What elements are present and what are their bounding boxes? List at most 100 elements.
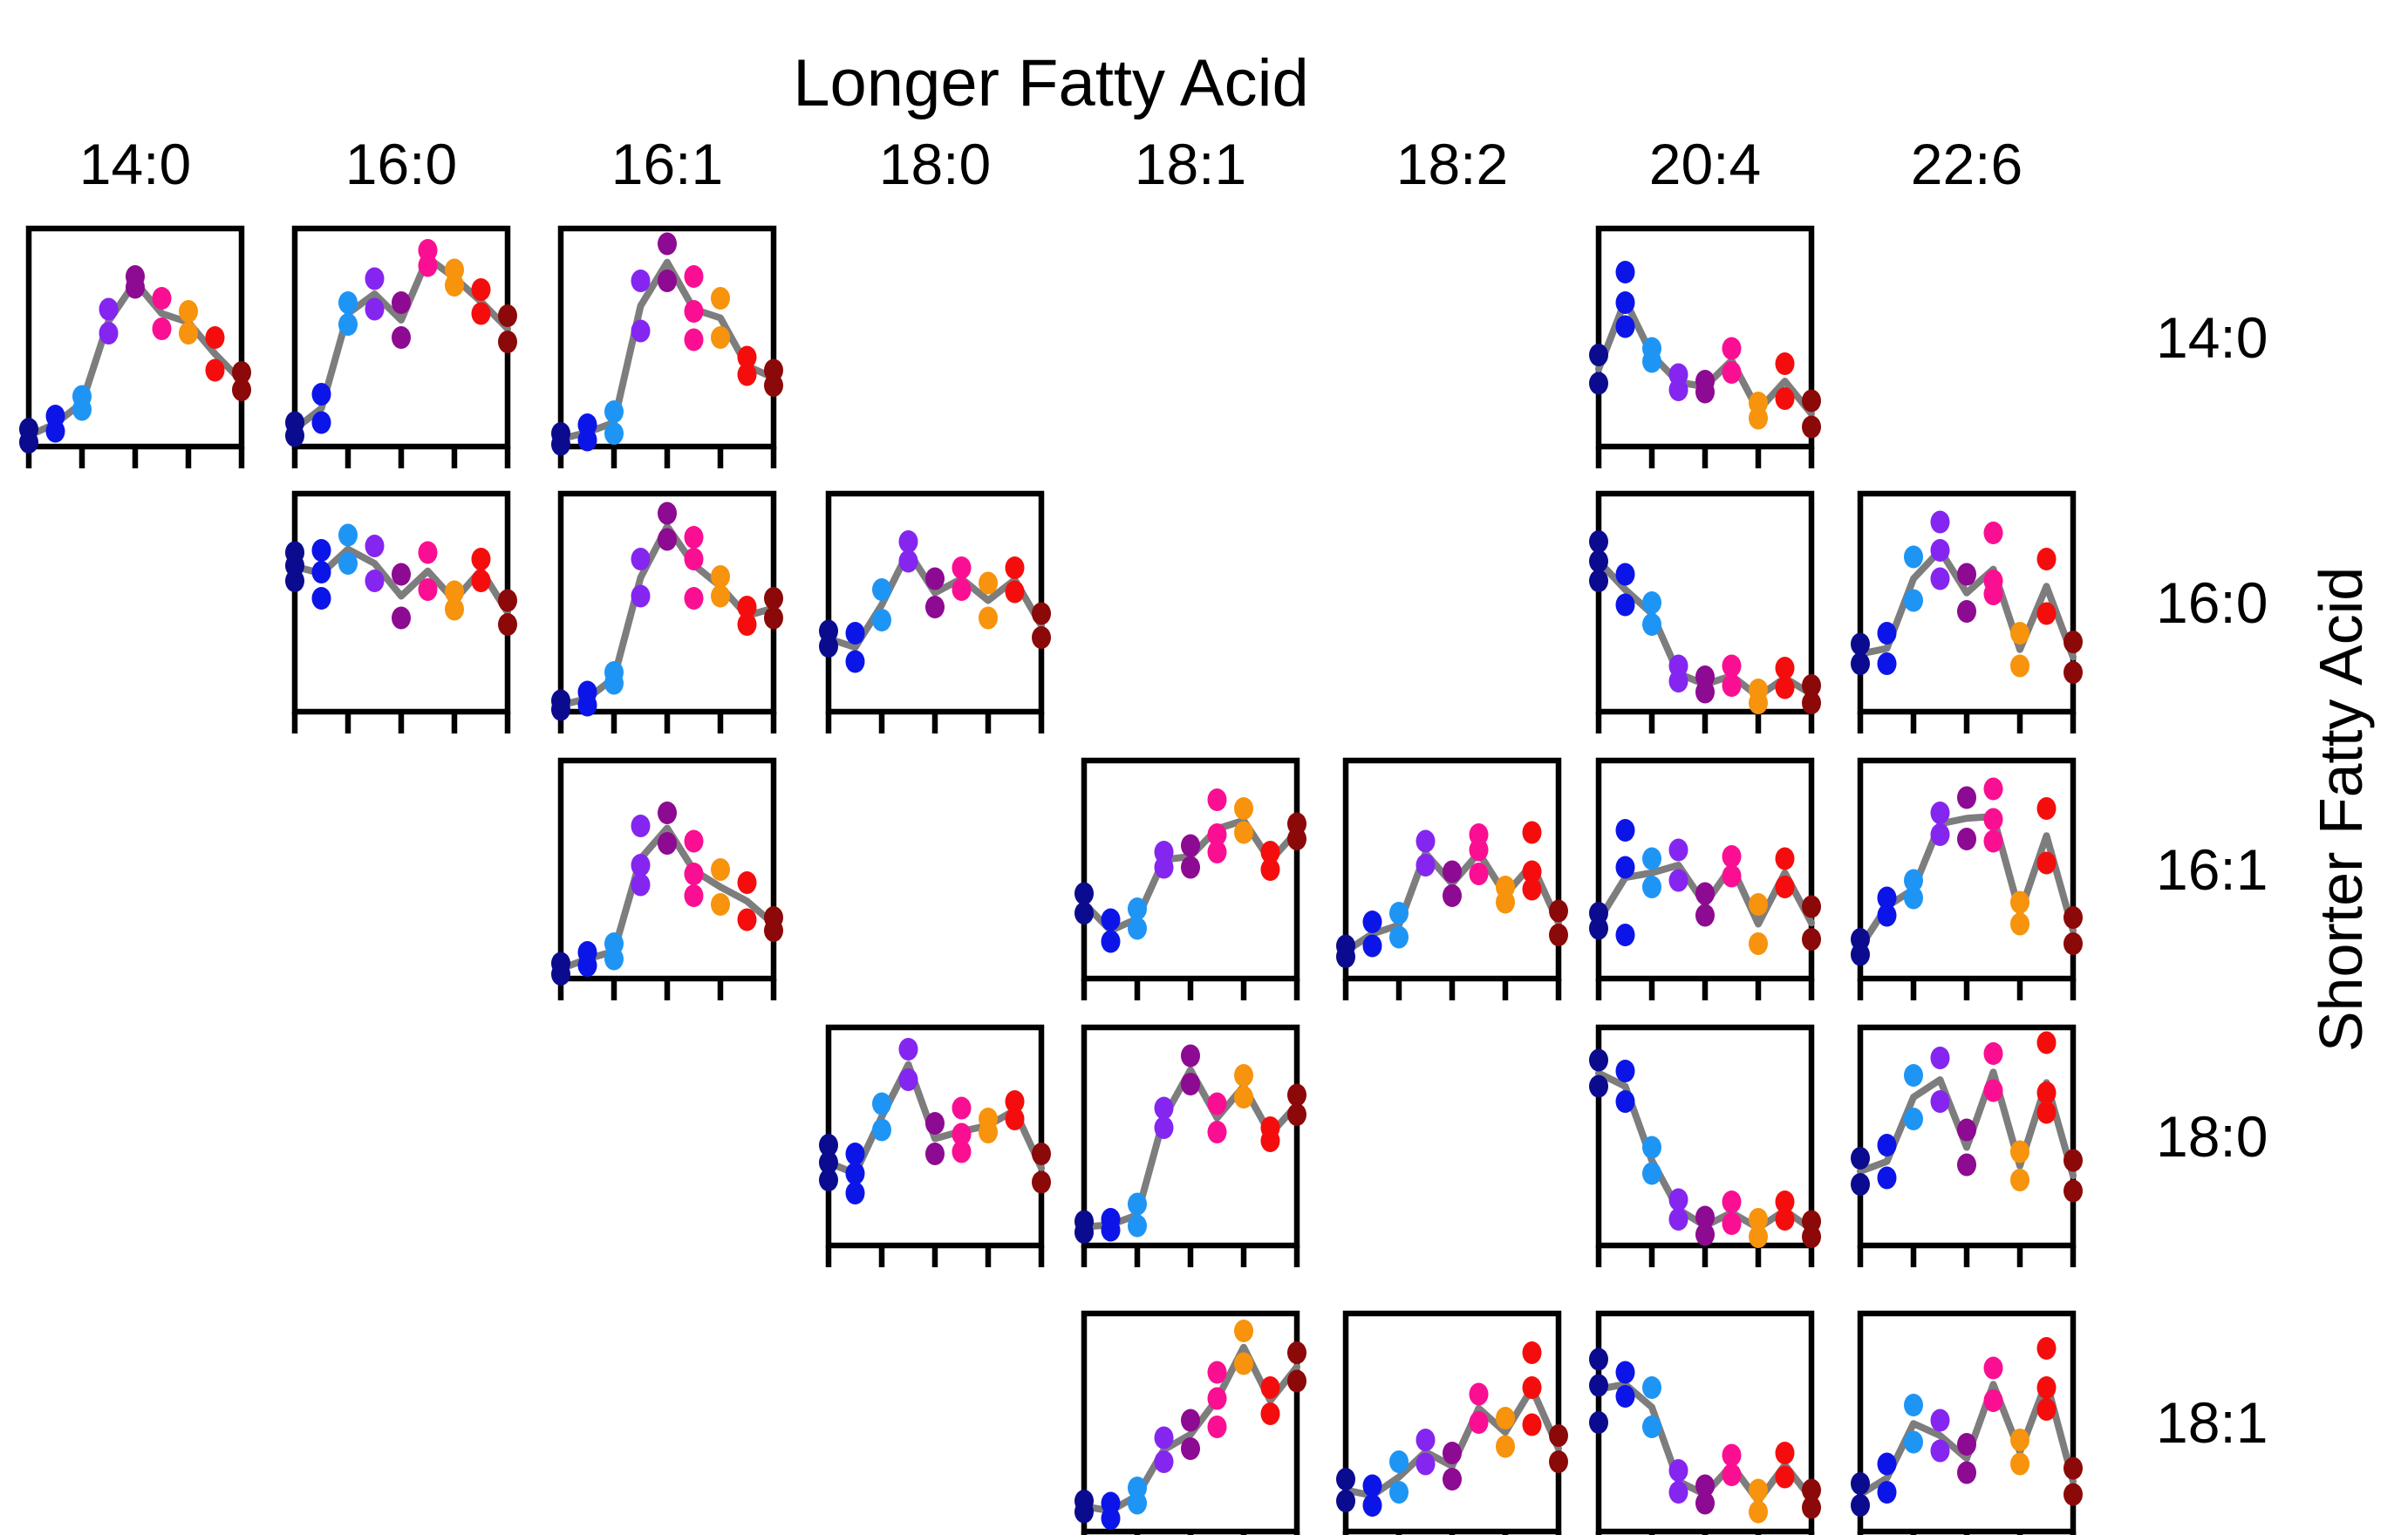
data-point-deep-pink bbox=[1722, 654, 1742, 678]
data-point-dodger-blue bbox=[1389, 925, 1409, 949]
data-point-blue bbox=[311, 383, 331, 406]
data-point-blue bbox=[1101, 908, 1121, 931]
data-point-navy bbox=[1336, 934, 1355, 958]
data-point-navy bbox=[1851, 1147, 1870, 1170]
data-point-navy bbox=[819, 1151, 838, 1174]
data-point-deep-pink bbox=[952, 1096, 972, 1120]
data-point-blue bbox=[577, 941, 597, 964]
data-point-blue bbox=[1362, 911, 1382, 933]
subplot-18:0x22:6 bbox=[1851, 1024, 2083, 1267]
data-point-orange bbox=[979, 1108, 998, 1130]
subplot-14:0x14:0 bbox=[19, 225, 251, 468]
data-point-red bbox=[2036, 602, 2057, 625]
data-point-red bbox=[471, 302, 491, 325]
data-point-navy bbox=[1589, 1374, 1608, 1397]
data-point-orange bbox=[1749, 1478, 1768, 1502]
data-point-dodger-blue bbox=[604, 932, 624, 955]
data-point-blue bbox=[311, 561, 331, 583]
data-point-orange bbox=[2010, 1429, 2029, 1451]
data-point-blue-violet bbox=[1415, 1429, 1436, 1451]
data-point-deep-pink bbox=[1722, 1212, 1742, 1235]
data-point-dark-red bbox=[1287, 1103, 1306, 1126]
data-point-blue bbox=[1615, 1060, 1635, 1082]
data-point-red bbox=[1260, 858, 1280, 881]
data-point-blue-violet bbox=[631, 815, 651, 837]
data-point-orange bbox=[1749, 932, 1768, 955]
data-point-purple bbox=[658, 232, 677, 256]
data-point-navy bbox=[1851, 632, 1870, 656]
data-point-blue bbox=[1615, 563, 1635, 586]
data-point-blue-violet bbox=[898, 1038, 918, 1061]
data-point-blue bbox=[845, 1143, 865, 1165]
data-point-deep-pink bbox=[1722, 1190, 1742, 1213]
data-point-red bbox=[1260, 841, 1280, 863]
data-point-purple bbox=[1695, 1474, 1715, 1497]
data-point-deep-pink bbox=[684, 829, 704, 853]
data-point-deep-pink bbox=[952, 1140, 972, 1163]
data-point-deep-pink bbox=[418, 578, 438, 601]
data-point-red bbox=[205, 358, 225, 382]
data-point-navy bbox=[1589, 902, 1608, 924]
subplot-16:1x16:1 bbox=[551, 757, 783, 1000]
data-point-dodger-blue bbox=[1904, 1394, 1923, 1416]
data-point-dodger-blue bbox=[338, 523, 358, 547]
data-point-dodger-blue bbox=[1904, 886, 1923, 910]
data-point-dark-red bbox=[498, 613, 517, 636]
data-point-dodger-blue bbox=[1642, 591, 1661, 614]
data-point-dodger-blue bbox=[1128, 1477, 1147, 1499]
data-point-blue-violet bbox=[1154, 1116, 1174, 1139]
data-point-blue bbox=[1615, 1361, 1635, 1384]
data-point-navy bbox=[1074, 1210, 1094, 1233]
data-point-dark-red bbox=[764, 587, 783, 610]
data-point-purple bbox=[658, 832, 677, 855]
data-point-blue bbox=[1877, 1134, 1897, 1156]
column-label-18:2: 18:2 bbox=[1395, 132, 1509, 196]
data-point-orange bbox=[1234, 821, 1253, 844]
data-point-dodger-blue bbox=[1904, 1430, 1923, 1454]
data-point-purple bbox=[392, 326, 411, 349]
data-point-blue-violet bbox=[1668, 363, 1688, 386]
data-point-red bbox=[1260, 1402, 1280, 1425]
data-point-navy bbox=[1589, 549, 1608, 573]
data-point-deep-pink bbox=[152, 287, 172, 310]
data-point-red bbox=[1775, 876, 1795, 898]
data-point-navy bbox=[1589, 1048, 1608, 1072]
data-point-deep-pink bbox=[1983, 829, 2003, 853]
data-point-deep-pink bbox=[684, 884, 704, 907]
column-label-18:0: 18:0 bbox=[878, 132, 992, 196]
data-point-red bbox=[471, 278, 491, 301]
data-point-deep-pink bbox=[1983, 1079, 2003, 1102]
data-point-orange bbox=[979, 571, 998, 595]
subplot-16:1x22:6 bbox=[1851, 757, 2083, 1000]
data-point-navy bbox=[1589, 344, 1608, 366]
data-point-deep-pink bbox=[1983, 1389, 2003, 1412]
subplot-16:0x16:0 bbox=[285, 490, 517, 733]
data-point-deep-pink bbox=[1207, 1121, 1227, 1143]
data-point-blue-violet bbox=[1154, 1426, 1174, 1450]
column-label-20:4: 20:4 bbox=[1648, 132, 1762, 196]
data-point-purple bbox=[1181, 1044, 1200, 1068]
data-point-dodger-blue bbox=[1642, 876, 1661, 898]
data-point-dark-red bbox=[1802, 895, 1821, 918]
column-label-14:0: 14:0 bbox=[78, 132, 192, 196]
data-point-red bbox=[737, 871, 757, 894]
data-point-red bbox=[1775, 1442, 1795, 1464]
data-point-deep-pink bbox=[1207, 1361, 1227, 1384]
data-point-deep-pink bbox=[684, 300, 704, 323]
data-point-blue-violet bbox=[1154, 841, 1174, 863]
data-point-purple bbox=[1957, 786, 1976, 809]
data-point-dodger-blue bbox=[1389, 1481, 1409, 1504]
row-label-16:0: 16:0 bbox=[2156, 570, 2268, 635]
data-point-dodger-blue bbox=[1642, 847, 1661, 870]
data-point-dark-red bbox=[1549, 899, 1568, 923]
data-point-dark-red bbox=[1287, 1369, 1306, 1393]
data-point-purple bbox=[658, 501, 677, 525]
data-point-navy bbox=[551, 422, 570, 445]
data-point-orange bbox=[711, 893, 730, 916]
data-point-purple bbox=[925, 1143, 945, 1165]
subplot-18:1x22:6 bbox=[1851, 1310, 2083, 1535]
data-point-navy bbox=[551, 952, 570, 975]
data-point-dodger-blue bbox=[72, 385, 92, 408]
data-point-blue bbox=[1362, 1474, 1382, 1497]
